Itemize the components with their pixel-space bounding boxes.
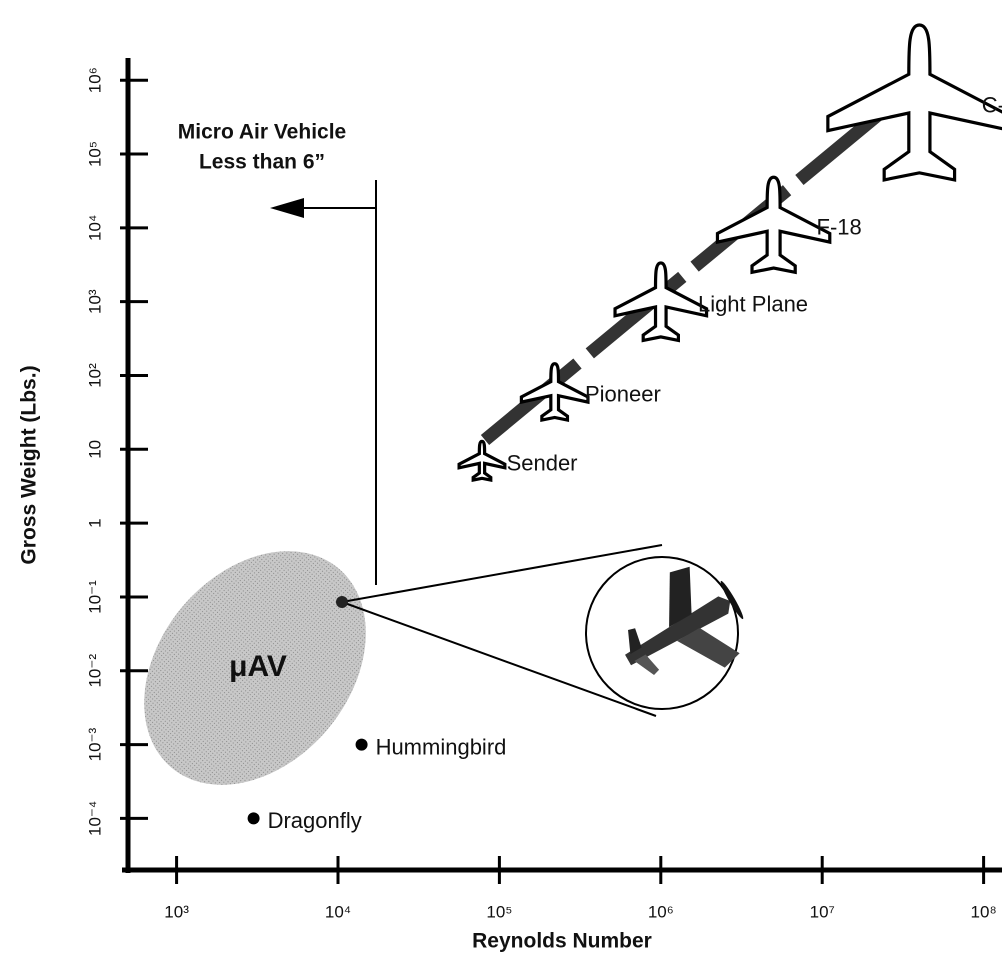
- mav-illustration: [625, 566, 744, 676]
- y-tick-label: 10⁻³: [85, 727, 104, 761]
- aircraft: [613, 261, 709, 343]
- point-label: Pioneer: [585, 382, 661, 407]
- aircraft: [519, 362, 590, 422]
- aircraft: [715, 175, 832, 275]
- point-label: C-5: [982, 92, 1002, 117]
- x-tick-label: 10⁶: [648, 902, 674, 921]
- y-tick-label: 10³: [85, 289, 104, 314]
- aircraft: [457, 439, 507, 483]
- x-tick-label: 10³: [164, 902, 189, 921]
- annotation: Less than 6”: [199, 151, 325, 174]
- point: [247, 812, 260, 825]
- y-tick-label: 10⁻¹: [85, 580, 104, 614]
- y-tick-label: 10⁶: [85, 67, 104, 93]
- point-label: Hummingbird: [376, 734, 507, 759]
- x-tick-label: 10⁴: [325, 902, 351, 921]
- x-axis-label: Reynolds Number: [472, 930, 652, 953]
- x-tick-label: 10⁸: [971, 902, 997, 921]
- inset-connector: [341, 544, 663, 603]
- mav-region: [144, 551, 366, 785]
- point-label: F-18: [817, 215, 862, 240]
- y-tick-label: 10⁴: [85, 215, 104, 241]
- point-label: Light Plane: [698, 291, 808, 316]
- x-tick-label: 10⁵: [486, 902, 512, 921]
- mav-point: [336, 596, 348, 608]
- y-tick-label: 10⁻⁴: [85, 801, 104, 836]
- y-tick-label: 10²: [85, 363, 104, 388]
- y-tick-label: 10⁻²: [85, 654, 104, 688]
- arrow-head: [270, 198, 304, 218]
- point: [355, 738, 368, 751]
- y-tick-label: 10⁵: [85, 141, 104, 167]
- mav-label: μAV: [229, 650, 287, 683]
- y-axis-label: Gross Weight (Lbs.): [18, 365, 41, 564]
- aircraft: [826, 23, 1002, 182]
- y-tick-label: 1: [85, 518, 104, 527]
- y-tick-label: 10: [85, 440, 104, 459]
- x-tick-label: 10⁷: [810, 902, 835, 921]
- point-label: Sender: [507, 451, 578, 476]
- point-label: Dragonfly: [268, 808, 362, 833]
- annotation: Micro Air Vehicle: [178, 121, 346, 144]
- inset-connector: [341, 601, 657, 717]
